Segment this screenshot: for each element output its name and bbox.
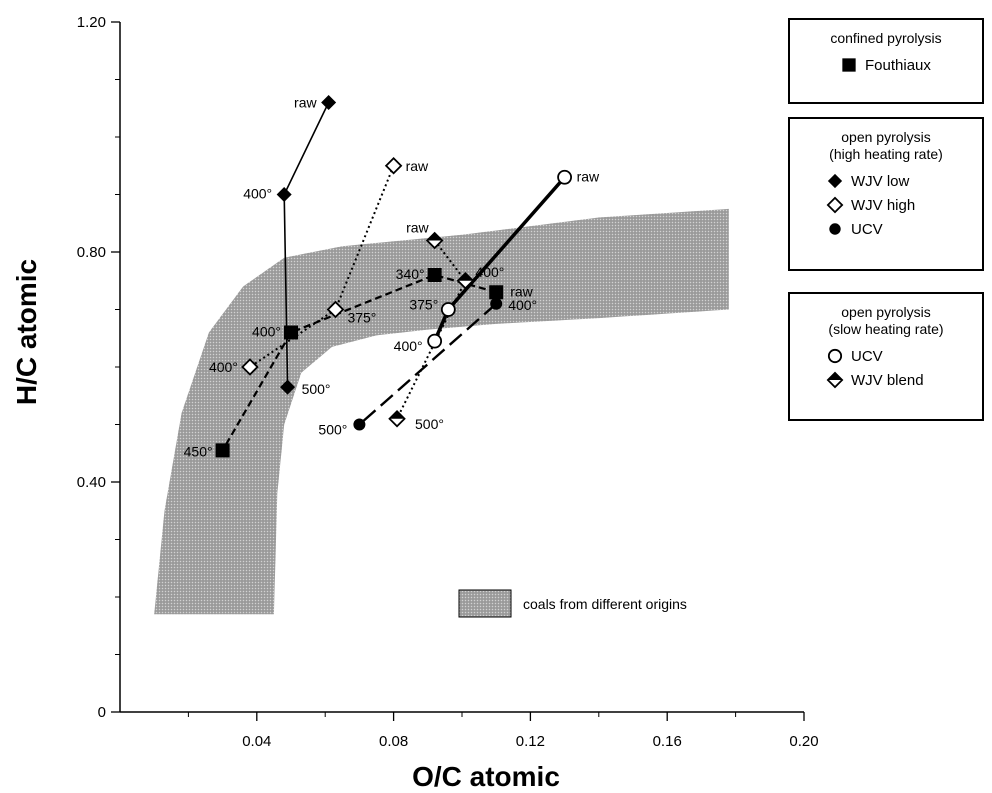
data-point-0-3 xyxy=(215,443,230,458)
data-point-1-1 xyxy=(276,187,292,202)
data-point-4-0 xyxy=(557,169,572,185)
y-tick-label: 0.80 xyxy=(77,244,106,261)
legend-group-title: open pyrolysis (high heating rate) xyxy=(790,129,982,163)
legend-marker-icon xyxy=(826,196,844,214)
x-tick-label: 0.16 xyxy=(653,733,682,750)
data-point-2-1 xyxy=(326,300,345,319)
series-line-3 xyxy=(358,302,497,426)
data-point-0-1 xyxy=(427,268,442,282)
x-axis-title: O/C atomic xyxy=(412,761,560,792)
data-label-5-2: 500° xyxy=(415,416,444,432)
data-label-5-0: raw xyxy=(406,220,429,236)
data-point-5-1 xyxy=(456,271,475,290)
data-label-0-3: 450° xyxy=(184,443,213,459)
data-point-1-2 xyxy=(280,379,296,395)
legend-marker-circle-filled xyxy=(829,223,841,235)
data-label-0-0: raw xyxy=(510,283,533,299)
legend-group-2: open pyrolysis (slow heating rate) UCV WJV … xyxy=(788,292,984,421)
y-tick-label: 1.20 xyxy=(77,14,106,31)
legend-title-line: open pyrolysis xyxy=(841,129,931,145)
coal-band-key-label: coals from different origins xyxy=(523,596,687,612)
legend-item: WJV blend xyxy=(826,368,982,392)
data-label-0-1: 340° xyxy=(396,266,425,282)
series-line-0 xyxy=(221,273,497,451)
data-point-3-1 xyxy=(353,418,366,431)
legend-item-label: Fouthiaux xyxy=(865,56,931,74)
legend-item-label: UCV xyxy=(851,347,883,365)
data-point-4-1 xyxy=(440,302,456,317)
data-point-3-0 xyxy=(490,297,503,310)
data-label-3-1: 500° xyxy=(318,422,347,438)
legend-group-1: open pyrolysis (high heating rate) WJV low… xyxy=(788,117,984,271)
y-tick-label: 0 xyxy=(98,704,106,721)
legend-item: WJV high xyxy=(826,193,982,217)
legend-title-line: (high heating rate) xyxy=(829,146,943,162)
data-label-5-1: 400° xyxy=(475,264,504,280)
data-label-1-1: 400° xyxy=(243,186,272,202)
data-point-4-2 xyxy=(427,333,443,349)
data-label-2-2: 400° xyxy=(209,359,238,375)
data-label-2-0: raw xyxy=(406,158,429,174)
legend-title-line: open pyrolysis xyxy=(841,304,931,320)
x-tick-label: 0.20 xyxy=(789,733,818,750)
legend-item-label: WJV high xyxy=(851,196,916,214)
data-point-2-0 xyxy=(384,156,403,175)
coal-band-area xyxy=(154,208,729,615)
data-point-5-0 xyxy=(425,231,444,250)
data-label-4-1: 375° xyxy=(409,297,438,313)
legend-marker-icon xyxy=(842,58,856,72)
data-label-1-2: 500° xyxy=(302,381,331,397)
legend-marker-icon xyxy=(827,173,843,189)
legend-item: Fouthiaux xyxy=(840,53,982,77)
x-tick-label: 0.12 xyxy=(516,733,545,750)
legend-marker-icon xyxy=(826,371,844,389)
data-label-1-0: raw xyxy=(294,95,317,111)
legend-marker-diamond-half xyxy=(826,371,844,389)
data-label-4-2: 400° xyxy=(394,338,423,354)
data-label-4-0: raw xyxy=(577,168,600,184)
legend-group-title: confined pyrolysis xyxy=(790,30,982,47)
legend-marker-diamond-filled xyxy=(827,173,843,189)
data-point-2-2 xyxy=(241,358,259,376)
legend-item-label: UCV xyxy=(851,220,883,238)
legend-marker-diamond-open xyxy=(826,196,844,214)
data-point-0-0 xyxy=(489,285,504,300)
legend-marker-icon xyxy=(829,223,841,235)
data-label-0-2: 400° xyxy=(252,324,281,340)
data-label-2-1: 375° xyxy=(347,310,376,326)
x-tick-label: 0.04 xyxy=(242,733,271,750)
legend-item-label: WJV blend xyxy=(851,371,924,389)
y-axis-title: H/C atomic xyxy=(11,259,42,405)
y-tick-label: 0.40 xyxy=(77,474,106,491)
data-point-0-2 xyxy=(284,325,298,340)
data-point-1-0 xyxy=(321,95,337,110)
legend-marker-icon xyxy=(827,348,843,364)
legend-marker-square-filled xyxy=(842,58,856,72)
legend-group-0: confined pyrolysis Fouthiaux xyxy=(788,18,984,104)
legend-title-line: (slow heating rate) xyxy=(828,321,944,337)
legend-marker-circle-open xyxy=(827,348,843,364)
coal-band-key-swatch xyxy=(458,589,512,618)
data-label-3-0: 400° xyxy=(508,297,537,313)
legend-item: UCV xyxy=(826,217,982,241)
legend-title-line: confined pyrolysis xyxy=(830,30,942,46)
x-tick-label: 0.08 xyxy=(379,733,408,750)
legend-item: UCV xyxy=(826,344,982,368)
legend-item: WJV low xyxy=(826,169,982,193)
legend-group-title: open pyrolysis (slow heating rate) xyxy=(790,304,982,338)
legend-item-label: WJV low xyxy=(851,172,910,190)
data-point-5-2 xyxy=(388,409,406,428)
